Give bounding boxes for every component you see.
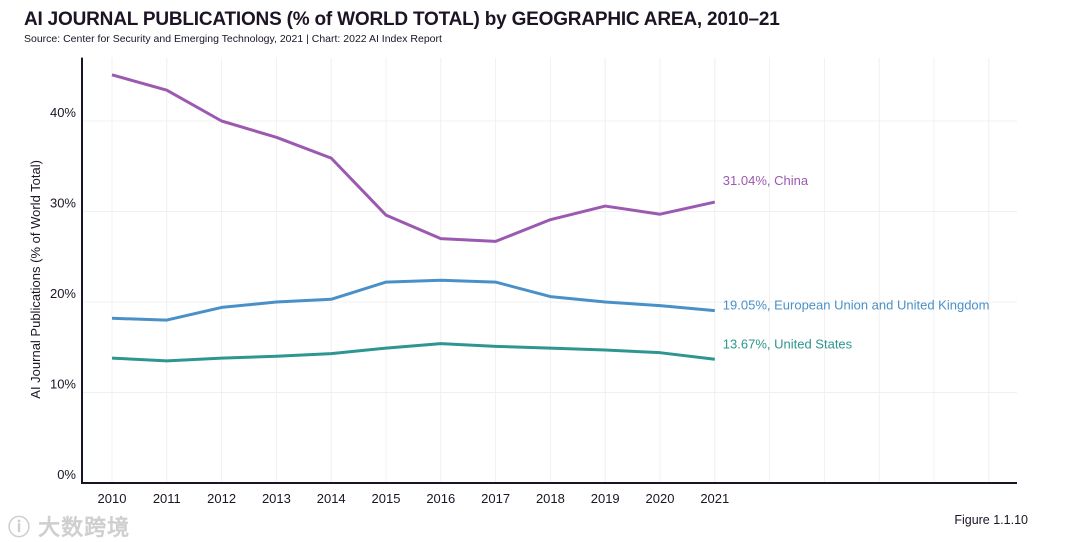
x-tick-label: 2019 [591,491,620,506]
y-tick-label: 10% [50,377,76,392]
chart-title: AI JOURNAL PUBLICATIONS (% of WORLD TOTA… [24,9,780,30]
series-end-label: 31.04%, China [723,173,809,188]
y-tick-label: 30% [50,196,76,211]
chart-subtitle: Source: Center for Security and Emerging… [24,33,442,45]
series-line-china [111,73,716,243]
x-tick-label: 2010 [98,491,127,506]
y-tick-label: 0% [57,467,76,482]
y-axis-label: AI Journal Publications (% of World Tota… [28,160,43,399]
series-end-label: 13.67%, United States [723,336,853,351]
x-tick-label: 2018 [536,491,565,506]
x-tick-label: 2017 [481,491,510,506]
figure-label: Figure 1.1.10 [954,513,1028,527]
x-tick-label: 2013 [262,491,291,506]
x-tick-label: 2020 [646,491,675,506]
y-tick-label: 20% [50,286,76,301]
series-line-united-states [111,342,715,363]
series-end-label: 19.05%, European Union and United Kingdo… [723,298,990,313]
x-tick-label: 2011 [153,491,181,506]
watermark-logo: ⓘ 大数跨境 [8,515,131,540]
series-line-european-union-and-united-kingdom [111,278,715,322]
x-tick-label: 2015 [372,491,401,506]
y-tick-label: 40% [50,105,76,120]
x-tick-label: 2016 [426,491,455,506]
x-tick-label: 2021 [700,491,729,506]
x-tick-label: 2012 [207,491,236,506]
x-tick-label: 2014 [317,491,346,506]
